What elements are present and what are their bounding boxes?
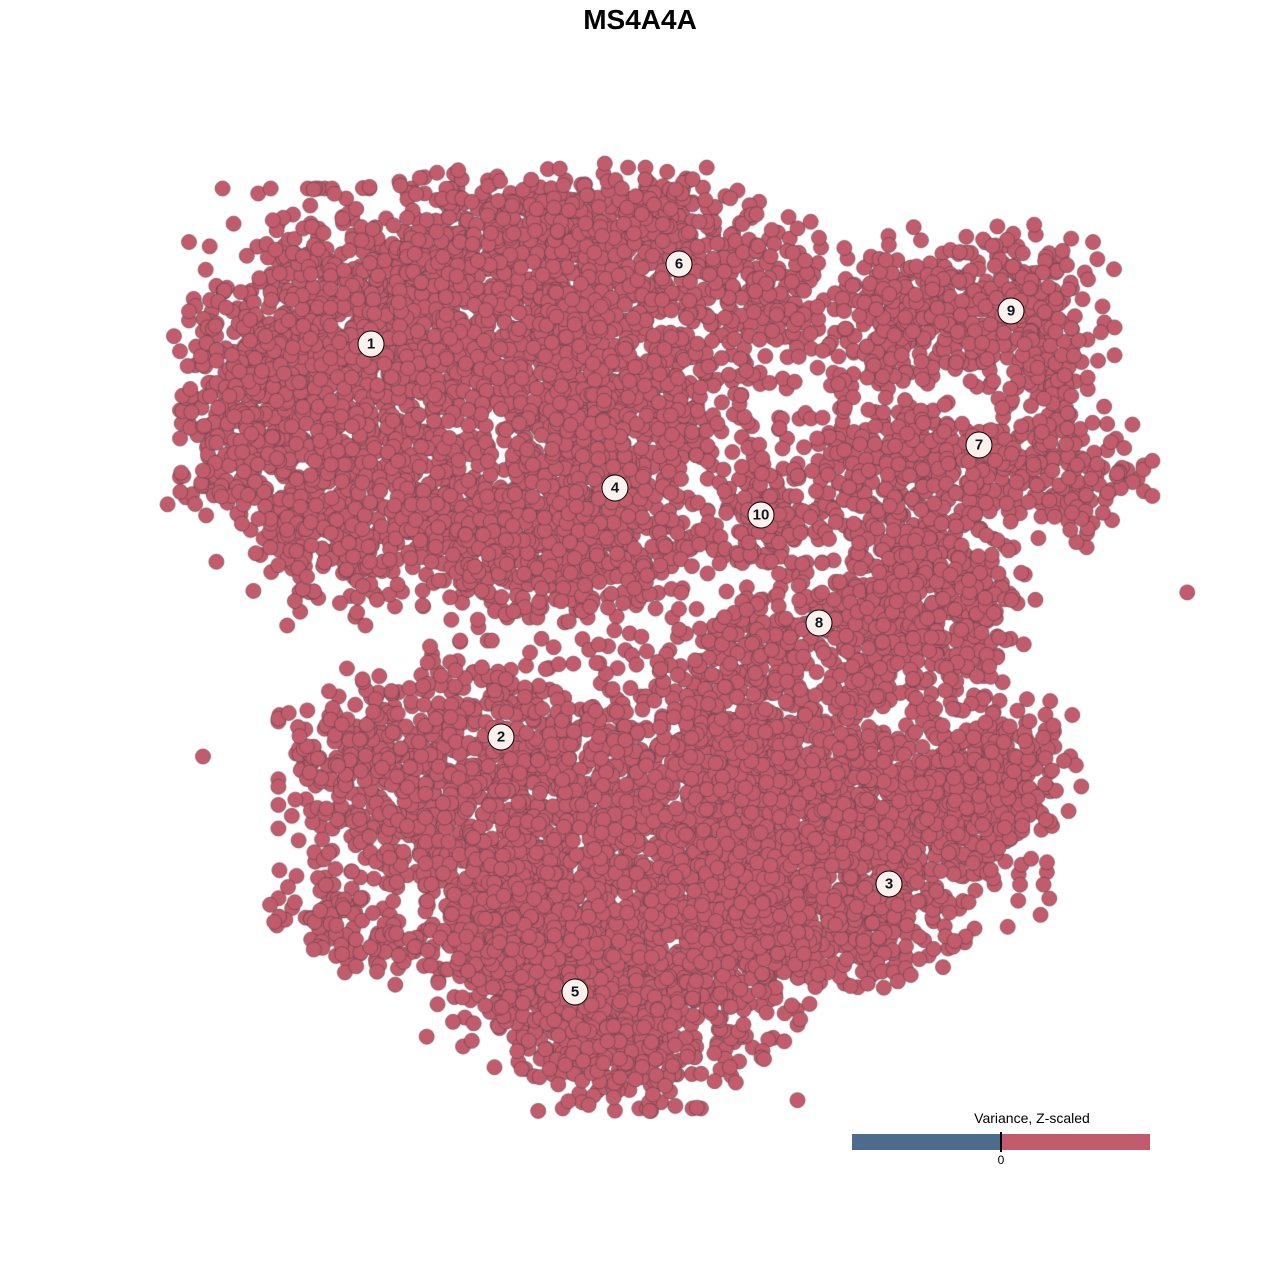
legend-zero-tick xyxy=(1000,1132,1002,1152)
legend-positive-segment xyxy=(1001,1134,1150,1150)
legend-title: Variance, Z-scaled xyxy=(974,1110,1090,1126)
legend-zero-label: 0 xyxy=(997,1153,1005,1167)
legend-colorbar xyxy=(852,1132,1150,1152)
legend-negative-segment xyxy=(852,1134,1001,1150)
colorbar-legend: Variance, Z-scaled 0 xyxy=(852,1108,1150,1167)
